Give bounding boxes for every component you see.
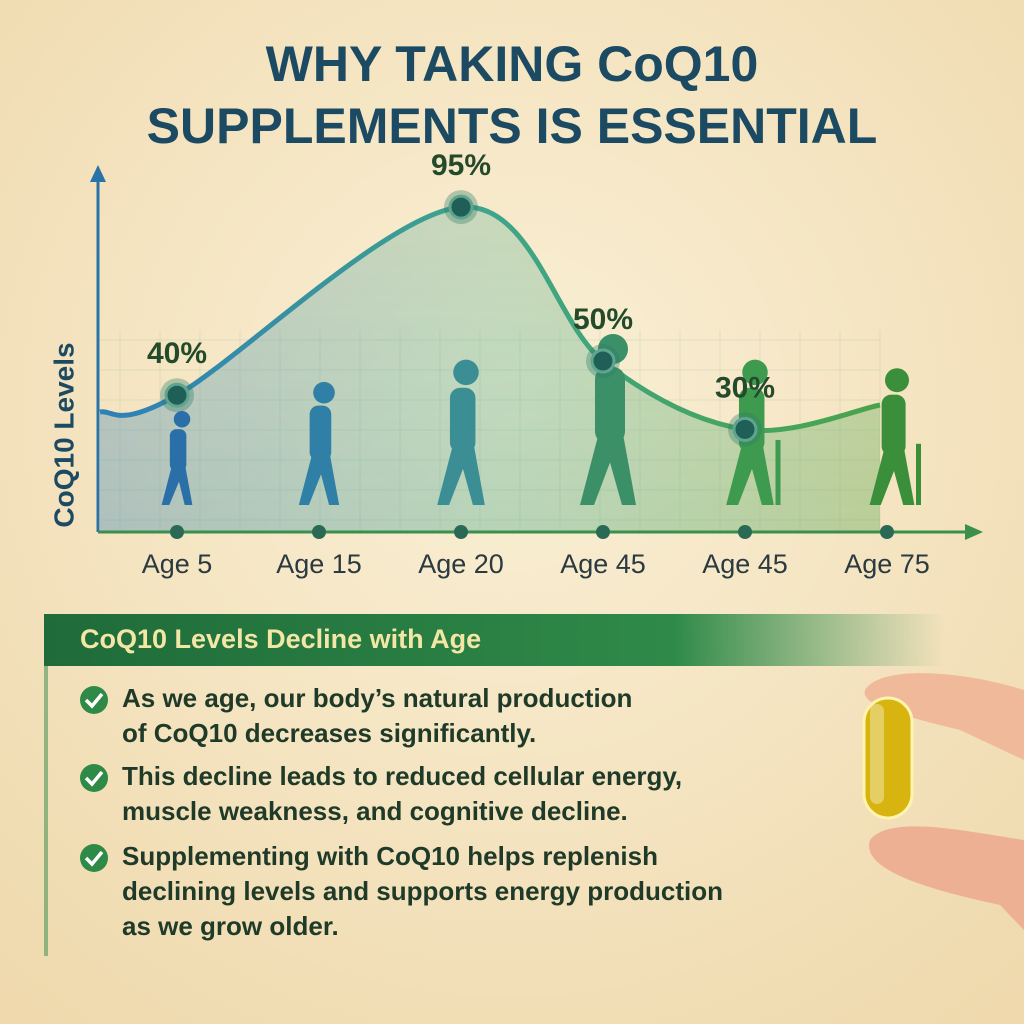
check-mark	[84, 692, 104, 709]
area-fill	[100, 206, 880, 532]
head	[453, 359, 479, 386]
data-point	[164, 382, 190, 408]
bullet-text: This decline leads to reduced cellular e…	[122, 761, 682, 791]
bullet-list: As we age, our body’s natural production…	[80, 683, 723, 941]
person-silhouette	[161, 410, 193, 505]
check-mark	[84, 850, 104, 867]
x-tick-label: Age 45	[702, 549, 788, 579]
body	[449, 387, 476, 453]
x-tick-label: Age 15	[276, 549, 362, 579]
value-label: 50%	[573, 303, 633, 336]
check-mark	[84, 770, 104, 787]
x-tick-label: Age 45	[560, 549, 646, 579]
panel-title: CoQ10 Levels Decline with Age	[80, 624, 481, 654]
cane	[775, 439, 781, 505]
x-tick-label: Age 5	[142, 549, 213, 579]
bullet-text: as we grow older.	[122, 911, 339, 941]
body	[169, 429, 187, 472]
data-point	[732, 416, 758, 442]
y-axis-arrow	[90, 165, 106, 182]
bullet-text: muscle weakness, and cognitive decline.	[122, 796, 628, 826]
panel-header	[44, 614, 944, 666]
x-tick	[738, 525, 752, 539]
person-silhouette	[580, 334, 636, 505]
body	[595, 367, 625, 444]
head	[173, 410, 191, 428]
y-axis-label: CoQ10 Levels	[48, 342, 79, 527]
head	[742, 359, 768, 386]
x-tick	[170, 525, 184, 539]
x-tick	[880, 525, 894, 539]
person-silhouette	[298, 381, 340, 505]
cane	[916, 443, 921, 505]
value-label: 40%	[147, 337, 207, 370]
legs	[869, 443, 915, 505]
x-tick	[454, 525, 468, 539]
x-tick	[596, 525, 610, 539]
check-icon	[80, 844, 108, 872]
legs	[726, 439, 774, 505]
person-silhouette	[869, 368, 921, 505]
legs	[580, 428, 636, 505]
title-line: SUPPLEMENTS IS ESSENTIAL	[147, 98, 878, 154]
legs	[161, 462, 193, 505]
hand-illustration	[862, 673, 1024, 930]
x-tick-label: Age 20	[418, 549, 504, 579]
check-icon	[80, 686, 108, 714]
bullet-text: Supplementing with CoQ10 helps replenish	[122, 841, 658, 871]
x-axis-arrow	[965, 524, 983, 540]
value-label: 95%	[431, 149, 491, 182]
legs	[298, 449, 340, 505]
data-point	[590, 348, 616, 374]
head	[885, 368, 909, 393]
data-point	[448, 194, 474, 220]
legs	[437, 439, 485, 505]
title-line: WHY TAKING CoQ10	[266, 36, 759, 92]
bullet-text: As we age, our body’s natural production	[122, 683, 632, 713]
body	[309, 405, 332, 461]
panel-border	[44, 666, 48, 956]
chart: Age 5 Age 15 Age 20 Age 45 Age 45 Age 75 40% 95…	[90, 149, 983, 579]
bullet-text: of CoQ10 decreases significantly.	[122, 718, 536, 748]
bullet-text: declining levels and supports energy pro…	[122, 876, 723, 906]
value-label: 30%	[715, 371, 775, 404]
x-tick-label: Age 75	[844, 549, 930, 579]
person-silhouette	[437, 359, 485, 505]
x-tick	[312, 525, 326, 539]
check-icon	[80, 764, 108, 792]
body	[881, 394, 906, 456]
head	[313, 381, 335, 404]
